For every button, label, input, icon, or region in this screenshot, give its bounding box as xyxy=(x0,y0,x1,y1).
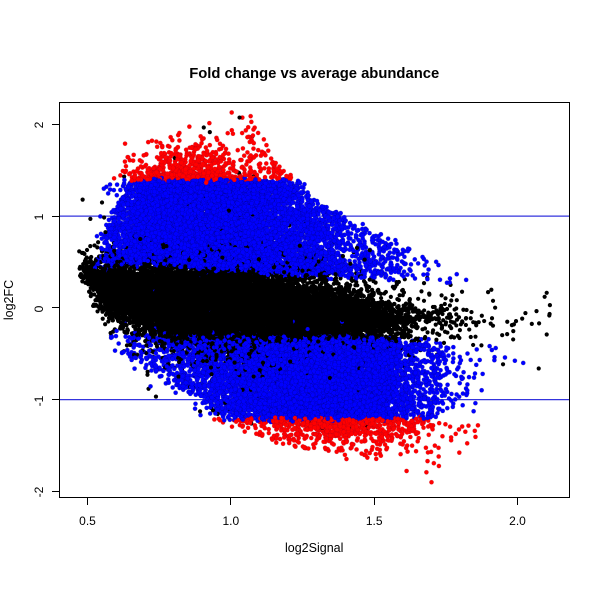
y-tick-mark xyxy=(52,124,59,125)
x-tick-mark xyxy=(374,498,375,505)
x-tick-label: 1.5 xyxy=(365,513,383,528)
y-tick-label-text: 2 xyxy=(31,122,46,129)
chart-title: Fold change vs average abundance xyxy=(189,66,440,82)
y-tick-label-text: -2 xyxy=(31,487,46,498)
y-tick-mark xyxy=(52,399,59,400)
x-axis-label: log2Signal xyxy=(284,540,344,555)
y-tick-label-text: 1 xyxy=(31,213,46,221)
x-tick-label: 2.0 xyxy=(509,513,526,528)
x-tick-label: 1.0 xyxy=(222,513,240,528)
plot-box xyxy=(59,102,570,498)
y-tick-label-text: -1 xyxy=(31,395,46,406)
y-tick-mark xyxy=(52,216,59,217)
y-tick-label-text: 0 xyxy=(31,305,46,313)
y-axis-label-text: log2FC xyxy=(2,279,16,320)
x-tick-label: 0.5 xyxy=(79,513,96,528)
x-tick-mark xyxy=(230,498,231,505)
x-tick-mark xyxy=(87,498,88,505)
x-tick-mark xyxy=(517,498,518,505)
y-tick-mark xyxy=(52,307,59,308)
y-tick-mark xyxy=(52,491,59,492)
